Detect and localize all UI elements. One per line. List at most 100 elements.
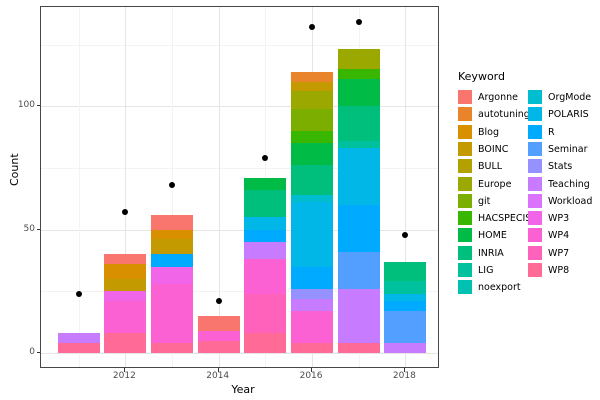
gridline-minor [41,44,438,46]
bar-segment-autotuning [291,71,334,82]
legend-label: Stats [548,161,573,173]
bar-segment-POLARIS [244,217,287,230]
legend-swatch [458,159,472,174]
legend-swatch [458,228,472,243]
legend-swatch [528,211,542,226]
legend-label: Blog [478,126,499,138]
bar-segment-Teaching [384,343,427,353]
bar-segment-POLARIS [384,293,427,302]
legend-swatch [528,176,542,191]
bar-segment-BOINC [104,278,147,292]
legend-swatch [458,245,472,260]
bar-segment-OrgMode [291,195,334,203]
y-tick-mark [36,352,40,353]
legend-title: Keyword [458,70,505,83]
x-axis-title: Year [231,383,255,396]
gridline-minor [41,291,438,293]
data-point [355,19,362,26]
legend-label: INRIA [478,247,504,259]
bar-segment-Teaching [244,241,287,260]
data-point [262,155,269,162]
bar-segment-HOME [291,143,334,166]
legend-swatch [528,124,542,139]
x-tick-mark [404,368,406,372]
bar-segment-LIG [384,281,427,294]
bar-segment-WP4 [151,283,194,344]
data-point [309,24,316,31]
bar-segment-WP3 [104,291,147,302]
legend-label: autotuning [478,109,530,121]
bar-segment-INRIA [291,165,334,196]
legend-label: Argonne [478,92,518,103]
bar-segment-WP8 [151,343,194,353]
gridline-major [218,7,220,367]
data-point [122,209,129,216]
x-tick-mark [311,368,313,372]
bar-segment-WP4 [244,259,287,294]
legend-label: WP3 [548,213,570,225]
bar-segment-INRIA [337,106,380,141]
legend-label: HACSPECIS [478,213,532,225]
data-point [215,298,222,305]
legend-label: Teaching [548,178,590,190]
legend-swatch [458,107,472,122]
legend-label: LIG [478,265,494,276]
legend-label: Seminar [548,143,588,155]
data-point [169,182,176,189]
bar-segment-BOINC [151,239,194,255]
y-tick-mark [36,228,40,230]
bar-segment-WP8 [244,333,287,353]
legend-label: WP8 [548,265,570,276]
legend-swatch [528,141,542,156]
bar-segment-Seminar [384,311,427,344]
legend-swatch [528,245,542,260]
y-tick-mark [36,105,40,107]
bar-segment-WP4 [197,330,240,341]
gridline-major [41,353,438,354]
bar-segment-Blog [151,229,194,240]
gridline-major [41,229,438,231]
bar-segment-WP8 [197,340,240,353]
bar-segment-HOME [337,79,380,107]
data-point [402,231,409,238]
legend-swatch [528,90,542,104]
bar-segment-Stats [291,288,334,299]
legend-swatch [528,107,542,122]
legend-label: WP4 [548,230,570,242]
bar-segment-HACSPECIS [337,69,380,80]
bar-segment-Europe [337,49,380,70]
bar-segment-R [384,301,427,312]
legend-swatch [458,211,472,226]
legend-label: noexport [478,282,521,294]
legend-label: BOINC [478,143,509,155]
bar-segment-INRIA [244,190,287,218]
bar-segment-R [244,229,287,242]
legend-label: Europe [478,178,512,190]
bar-segment-R [337,204,380,252]
bar-segment-Teaching [337,288,380,344]
legend-label: WP7 [548,247,570,259]
bar-segment-HOME [244,177,287,191]
gridline-minor [78,7,80,367]
legend-label: POLARIS [548,109,589,121]
legend-label: Workload [548,195,593,207]
y-tick-label: 100 [17,100,35,111]
bar-segment-Argonne [197,315,240,331]
gridline-major [125,7,127,367]
legend-swatch [458,141,472,156]
legend-label: git [478,195,491,207]
bar-segment-WP4 [291,311,334,344]
legend-swatch [528,228,542,243]
legend-swatch [528,263,542,277]
bar-segment-LIG [337,140,380,149]
bar-segment-WP8 [104,333,147,353]
legend-label: OrgMode [548,92,592,103]
x-tick-mark [217,368,219,372]
x-tick-label: 2018 [392,371,416,381]
y-tick-label: 50 [23,223,35,234]
x-tick-label: 2016 [299,371,323,381]
bar-segment-git [291,108,334,131]
bar-segment-WP4 [104,301,147,334]
bar-segment-Europe [291,91,334,109]
